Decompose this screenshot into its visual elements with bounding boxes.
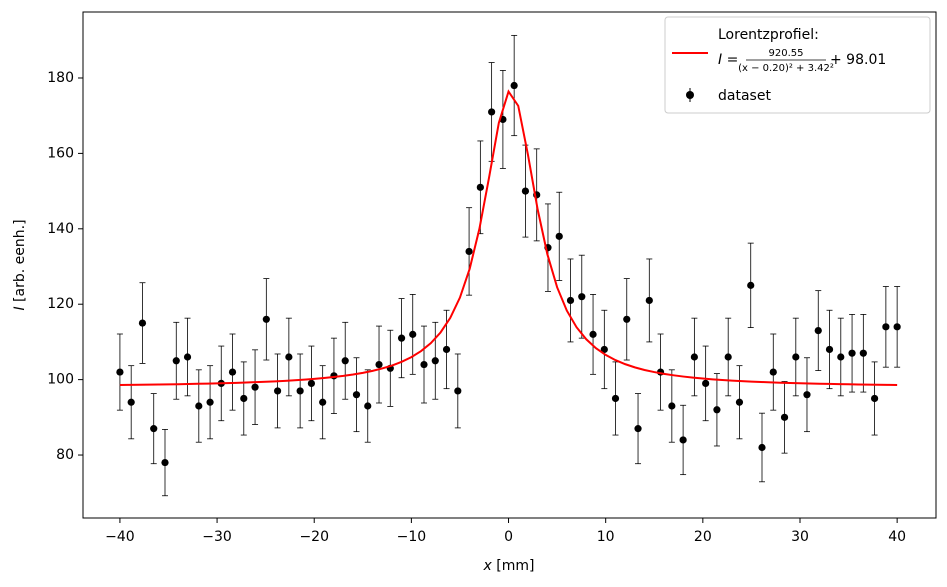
y-tick-label: 140 — [47, 221, 74, 237]
data-point — [747, 281, 755, 289]
data-point — [273, 387, 282, 395]
data-point — [150, 425, 158, 433]
data-point — [690, 353, 698, 361]
data-point — [521, 187, 530, 195]
data-point — [319, 398, 327, 406]
data-point — [161, 458, 169, 467]
data-point — [206, 398, 214, 406]
data-point — [409, 330, 417, 338]
data-point — [814, 327, 822, 335]
data-point — [251, 383, 259, 391]
fit-line — [119, 89, 898, 386]
data-point — [600, 345, 608, 354]
axes-frame — [82, 11, 937, 519]
data-point — [679, 436, 687, 444]
data-point — [307, 379, 316, 387]
data-point — [724, 353, 732, 361]
x-tick-label: 40 — [888, 529, 906, 545]
data-point — [183, 353, 192, 361]
y-tick-label: 180 — [47, 70, 74, 86]
data-point — [352, 391, 361, 399]
data-point — [510, 81, 518, 90]
x-tick-label: 0 — [504, 529, 513, 545]
y-tick-label: 100 — [47, 372, 74, 388]
y-tick-label: 80 — [56, 447, 74, 463]
data-point — [476, 183, 484, 191]
data-point — [758, 443, 766, 452]
x-tick-label: −10 — [397, 529, 427, 545]
x-tick-label: 10 — [597, 529, 615, 545]
data-point — [578, 293, 586, 301]
data-point — [555, 232, 563, 240]
x-tick-label: 30 — [791, 529, 809, 545]
data-point — [285, 353, 293, 361]
data-point — [262, 315, 270, 323]
x-tick-label: −20 — [299, 529, 329, 545]
x-axis-unit: [mm] — [496, 558, 534, 574]
legend-box — [664, 16, 931, 114]
data-point — [634, 425, 642, 433]
data-point — [431, 357, 439, 365]
data-point — [825, 345, 834, 354]
x-tick-label: 20 — [694, 529, 712, 545]
data-point — [465, 247, 473, 256]
data-point — [566, 296, 575, 305]
data-point — [195, 402, 203, 410]
legend: Lorentzprofiel: I = 920.55 (x − 0.20)² +… — [664, 16, 931, 114]
x-tick-label: −40 — [105, 529, 135, 545]
legend-marker — [686, 91, 694, 99]
data-point — [240, 394, 248, 403]
data-point — [442, 345, 451, 354]
data-point — [364, 402, 372, 410]
data-point — [792, 353, 800, 361]
data-point — [172, 357, 180, 365]
data-point — [116, 368, 124, 376]
data-point — [870, 394, 879, 403]
legend-label: dataset — [718, 88, 771, 104]
y-tick-label: 120 — [47, 296, 74, 312]
data-point — [735, 398, 744, 406]
data-point — [623, 315, 631, 323]
data-point — [702, 379, 710, 387]
data-point — [397, 334, 406, 342]
data-point — [454, 387, 462, 395]
formula-lhs: I = — [718, 52, 738, 68]
data-point — [127, 398, 135, 406]
data-point — [848, 349, 856, 357]
formula-rhs: + 98.01 — [830, 52, 886, 68]
data-point — [882, 323, 890, 331]
y-axis-label: I [arb. eenh.] — [12, 219, 28, 310]
data-point — [893, 323, 901, 331]
data-point — [296, 387, 304, 395]
data-point — [803, 391, 811, 399]
data-point — [611, 394, 620, 403]
data-point — [645, 296, 653, 305]
data-point — [138, 319, 147, 327]
data-point — [420, 360, 428, 369]
data-point — [488, 108, 496, 116]
x-axis-var: x — [483, 558, 493, 574]
x-axis-label: x [mm] — [483, 558, 535, 574]
formula-numerator: 920.55 — [769, 48, 804, 59]
y-axis-unit: [arb. eenh.] — [12, 219, 28, 301]
legend-label: Lorentzprofiel: — [718, 27, 819, 43]
y-axis-var: I — [12, 306, 28, 310]
data-point — [228, 368, 237, 376]
data-point — [375, 360, 383, 369]
x-tick-label: −30 — [202, 529, 232, 545]
data-point — [769, 368, 777, 376]
data-point — [837, 353, 845, 361]
y-tick-label: 160 — [47, 145, 74, 161]
data-point — [780, 413, 789, 421]
data-point — [859, 349, 867, 357]
formula-denominator: (x − 0.20)² + 3.42² — [738, 63, 834, 74]
plot-area — [116, 34, 901, 497]
data-point — [668, 402, 676, 410]
data-point — [589, 330, 597, 338]
data-point — [713, 406, 721, 414]
data-point — [341, 357, 349, 365]
